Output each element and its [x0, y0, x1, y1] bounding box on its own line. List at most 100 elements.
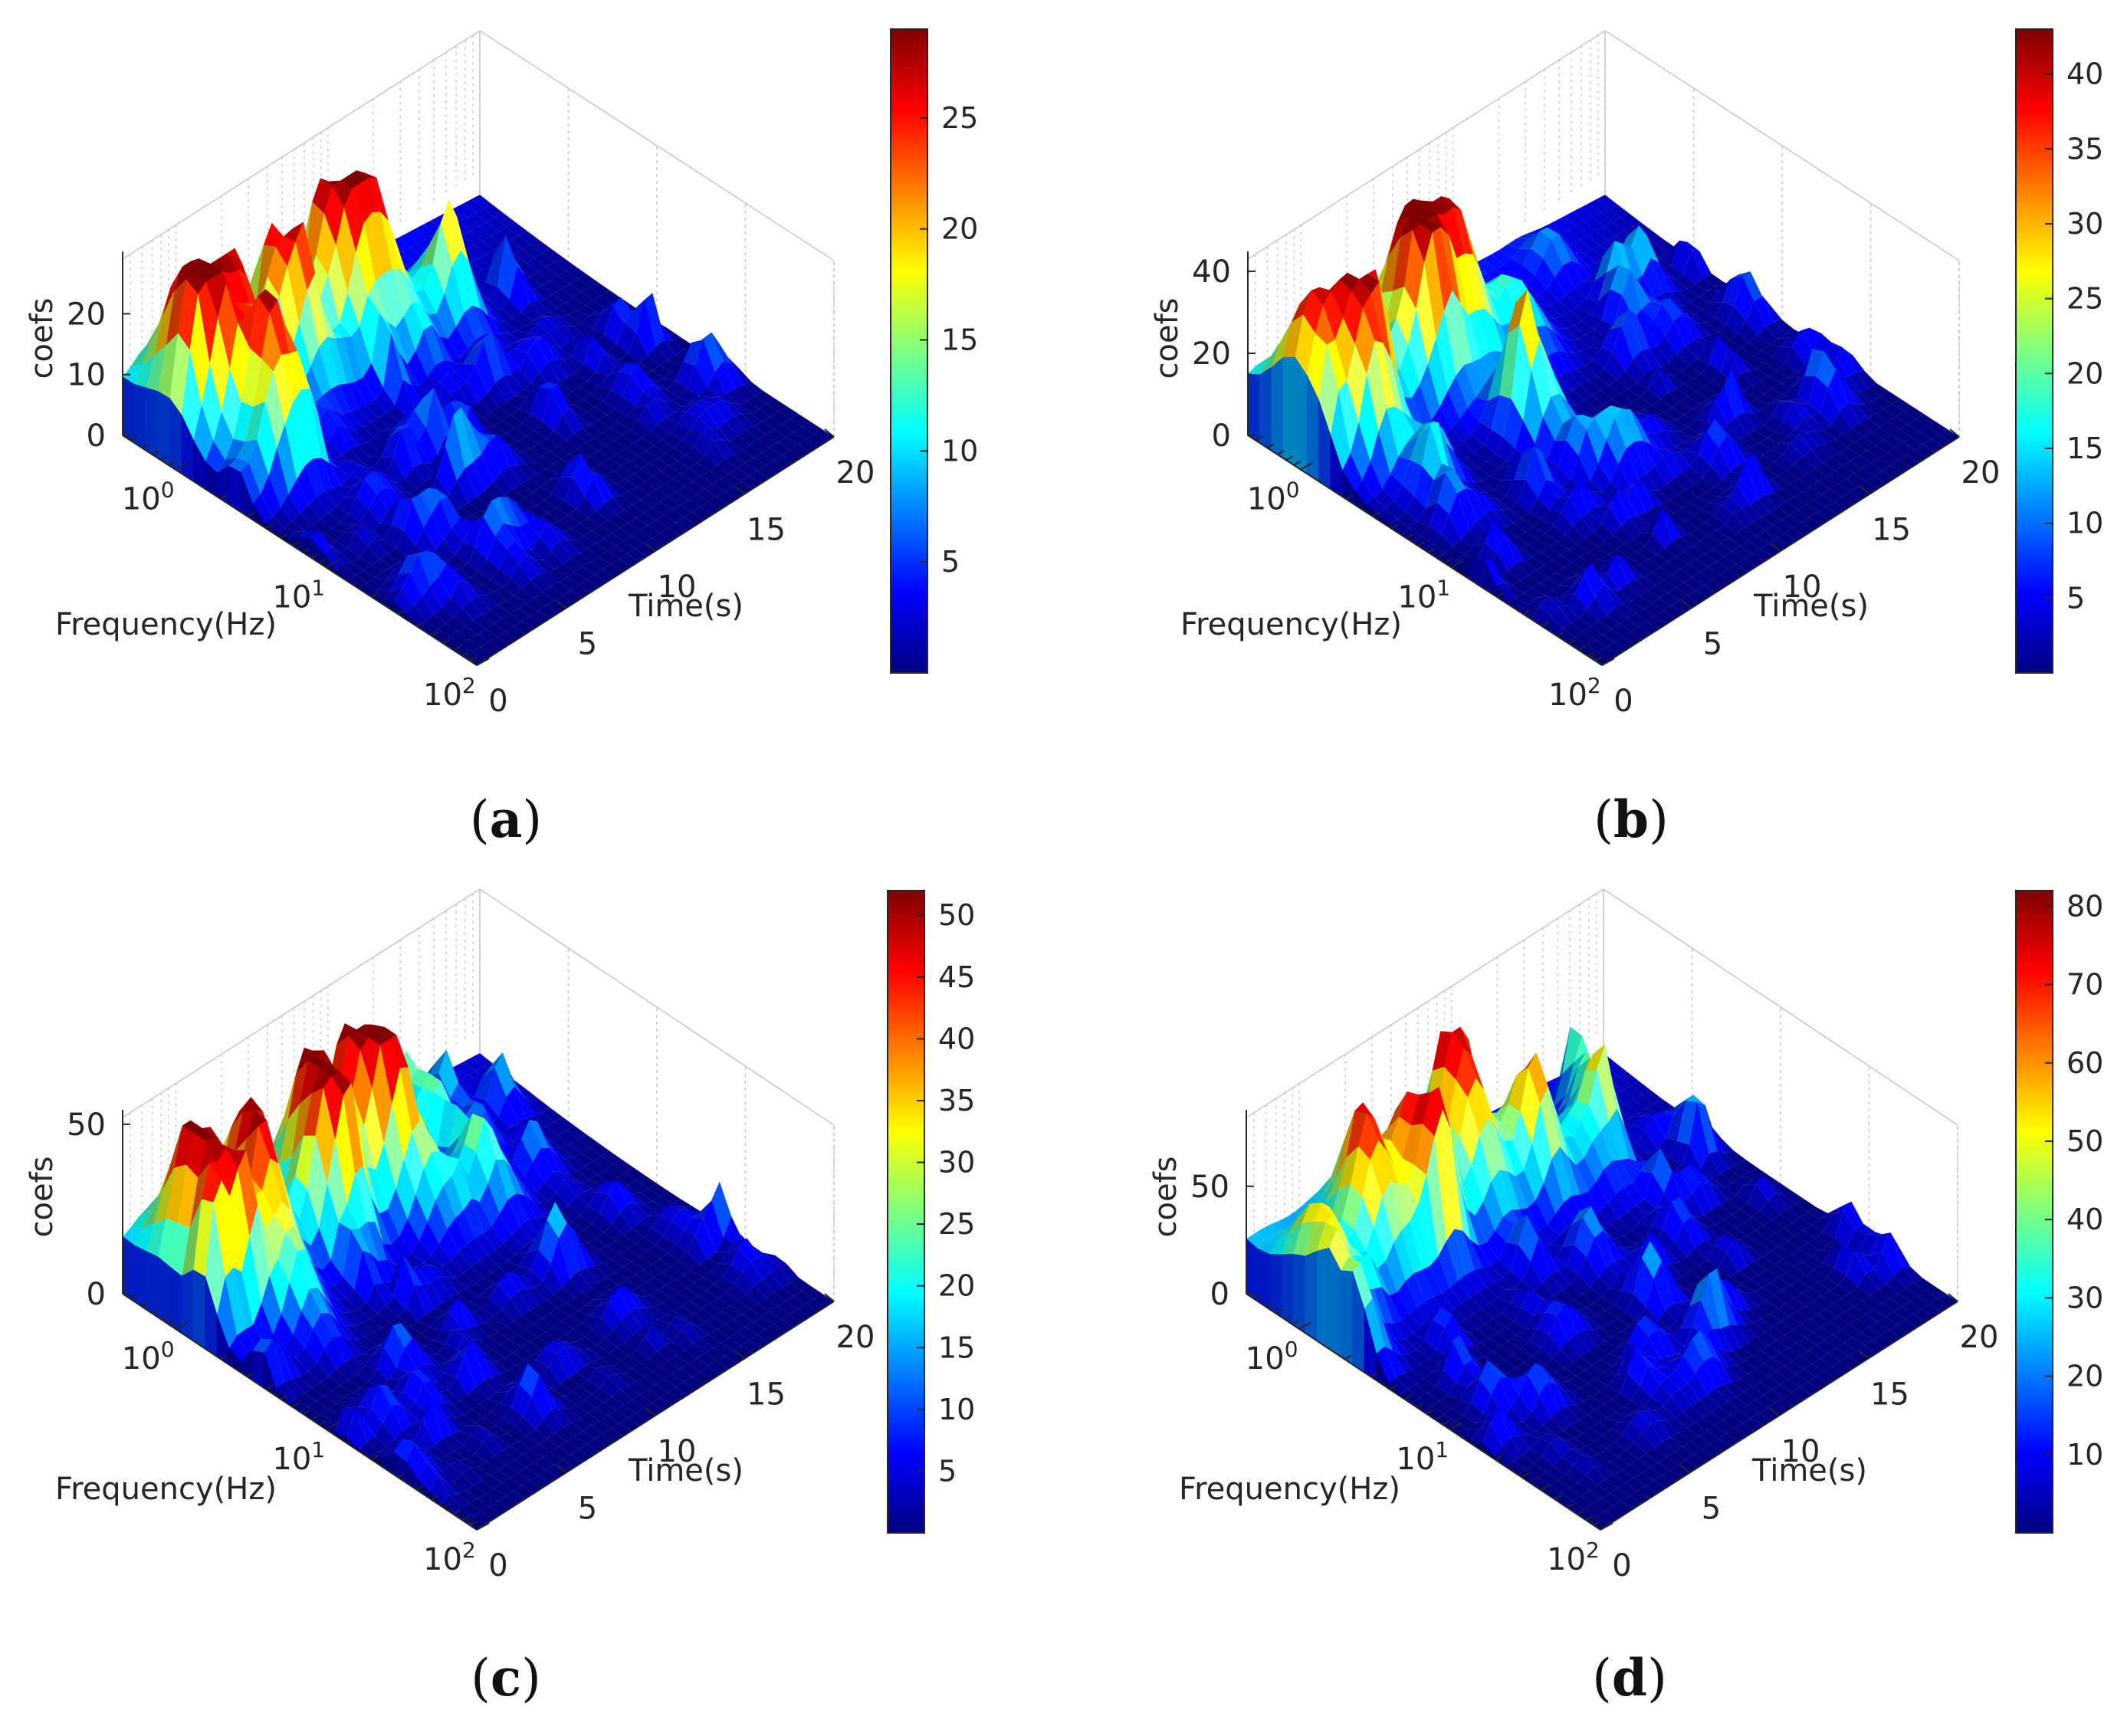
- z-tick-label: 0: [1210, 1277, 1229, 1312]
- frequency-tick-label: 101: [272, 1437, 325, 1477]
- colorbar: 5 10 15 20 25 30 35 40 45 50: [887, 890, 975, 1534]
- frequency-tick-mark: [431, 1495, 439, 1501]
- time-tick-mark: [734, 485, 746, 495]
- panel-label: (d): [1592, 1648, 1667, 1708]
- z-tick-label: 0: [87, 1277, 106, 1312]
- z-tick-label: 50: [1190, 1170, 1229, 1205]
- frequency-tick-mark: [469, 1521, 478, 1526]
- frequency-tick-mark: [151, 450, 159, 455]
- frequency-tick-mark: [397, 609, 405, 615]
- frequency-tick-mark: [1556, 631, 1564, 637]
- z-axis-label: coefs: [25, 298, 60, 379]
- frequency-axis: [122, 435, 478, 666]
- panel-d: 050coefs05101520Time(s)100101102Frequenc…: [1148, 888, 2103, 1708]
- frequency-tick-label: 101: [272, 575, 325, 615]
- time-tick-mark: [1592, 657, 1603, 666]
- frequency-tick-mark: [1496, 592, 1505, 598]
- frequency-tick-mark: [1577, 1509, 1585, 1515]
- frequency-tick-mark: [1600, 1522, 1613, 1531]
- frequency-tick-mark: [1601, 658, 1615, 666]
- colorbar-tick-label: 35: [2066, 132, 2103, 166]
- frequency-tick-mark: [1443, 558, 1452, 564]
- frequency-tick-mark: [1276, 450, 1285, 455]
- time-tick-mark: [824, 1293, 835, 1302]
- frequency-tick-mark: [1298, 1321, 1312, 1330]
- frequency-tick-mark: [302, 1409, 310, 1415]
- frequency-tick-mark: [280, 1394, 288, 1400]
- colorbar-gradient: [887, 890, 925, 1534]
- frequency-tick-mark: [318, 1420, 327, 1426]
- colorbar-tick-label: 30: [938, 1146, 975, 1180]
- frequency-tick-mark: [175, 462, 189, 471]
- frequency-axis-label: Frequency(Hz): [55, 607, 277, 642]
- frequency-axis: [1246, 1293, 1601, 1531]
- z-tick-label: 40: [1192, 254, 1231, 290]
- panel-c: 050coefs05101520Time(s)100101102Frequenc…: [25, 888, 975, 1708]
- time-tick-label: 5: [1703, 627, 1722, 662]
- frequency-tick-mark: [442, 1503, 451, 1508]
- frequency-tick-label: 101: [1396, 1437, 1449, 1477]
- colorbar-tick-label: 25: [938, 1207, 975, 1241]
- z-tick-label: 0: [1212, 418, 1231, 454]
- time-tick-label: 5: [578, 1492, 597, 1527]
- colorbar-tick-label: 15: [941, 323, 978, 357]
- frequency-tick-mark: [265, 1384, 274, 1390]
- time-axis-label: Time(s): [628, 1453, 744, 1488]
- frequency-tick-mark: [160, 455, 169, 461]
- time-tick-mark: [1858, 1350, 1869, 1360]
- colorbar-tick-label: 20: [938, 1269, 975, 1303]
- colorbar-tick-label: 35: [938, 1084, 975, 1117]
- time-tick-mark: [1590, 1521, 1601, 1531]
- frequency-tick-mark: [461, 651, 470, 657]
- panel-a: 01020coefs05101520Time(s)100101102Freque…: [25, 28, 978, 849]
- time-tick-label: 0: [488, 1548, 507, 1583]
- time-tick-label: 20: [836, 455, 875, 491]
- frequency-tick-mark: [247, 511, 255, 517]
- frequency-tick-label: 101: [1397, 575, 1450, 615]
- frequency-axis-label: Frequency(Hz): [55, 1472, 277, 1507]
- colorbar-gradient: [2015, 28, 2053, 674]
- colorbar-tick-label: 25: [2066, 282, 2103, 316]
- colorbar-tick-label: 45: [938, 960, 975, 994]
- time-tick-mark: [1769, 1407, 1780, 1416]
- frequency-axis-label: Frequency(Hz): [1179, 1472, 1400, 1507]
- frequency-tick-mark: [1284, 1314, 1292, 1321]
- frequency-tick-mark: [1495, 1455, 1503, 1461]
- frequency-tick-mark: [1255, 435, 1263, 441]
- frequency-tick-mark: [310, 553, 319, 559]
- frequency-tick-mark: [416, 622, 425, 628]
- frequency-tick-mark: [130, 435, 138, 441]
- colorbar-tick-label: 40: [2066, 1203, 2103, 1236]
- frequency-tick-label: 102: [1548, 673, 1601, 713]
- frequency-tick-mark: [151, 1308, 159, 1314]
- frequency-tick-mark: [371, 1455, 379, 1461]
- frequency-tick-label: 102: [1547, 1537, 1600, 1577]
- colorbar: 10 20 30 40 50 60 70 80: [2015, 889, 2103, 1534]
- time-tick-mark: [556, 1464, 567, 1474]
- frequency-tick-mark: [431, 631, 439, 637]
- frequency-tick-mark: [130, 1294, 138, 1300]
- frequency-tick-mark: [318, 558, 327, 564]
- z-tick-label: 10: [67, 358, 106, 393]
- axes: 01020coefs05101520Time(s)100101102Freque…: [25, 251, 875, 719]
- time-tick-label: 10: [658, 569, 697, 605]
- time-tick-label: 10: [1781, 1434, 1820, 1469]
- frequency-tick-mark: [1426, 1409, 1434, 1415]
- frequency-tick-mark: [1285, 455, 1294, 461]
- surface: [1247, 195, 1959, 666]
- frequency-tick-mark: [453, 1509, 461, 1515]
- time-tick-label: 15: [747, 513, 786, 548]
- z-axis-label: coefs: [25, 1157, 60, 1238]
- frequency-tick-mark: [280, 533, 288, 539]
- time-tick-label: 5: [578, 627, 597, 662]
- time-axis-label: Time(s): [1753, 589, 1869, 624]
- time-tick-mark: [1949, 428, 1960, 438]
- frequency-tick-mark: [1405, 533, 1413, 539]
- frequency-tick-mark: [1344, 1354, 1352, 1360]
- frequency-tick-mark: [1522, 609, 1531, 615]
- frequency-tick-mark: [1389, 1384, 1397, 1390]
- frequency-tick-mark: [325, 1422, 339, 1430]
